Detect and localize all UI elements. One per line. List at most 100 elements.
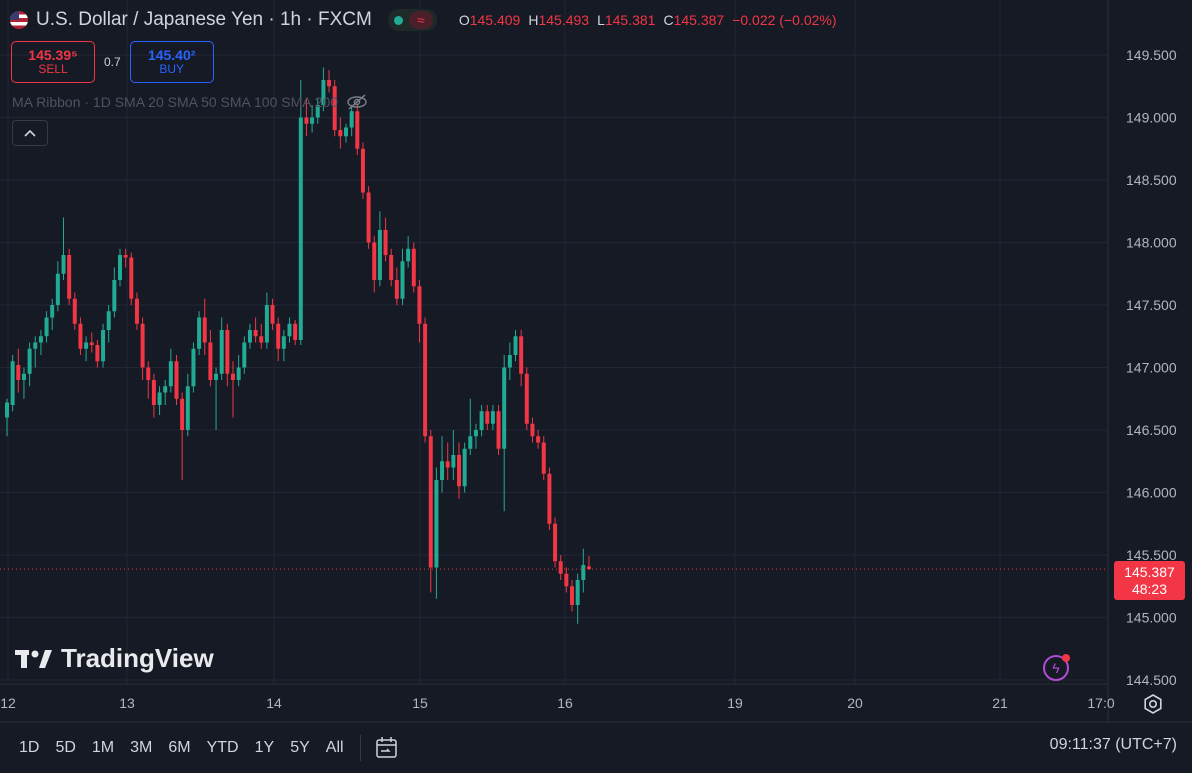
candle-body — [519, 336, 524, 374]
candle — [507, 342, 512, 380]
market-open-dot-icon — [393, 15, 403, 25]
candle — [575, 573, 580, 624]
price-axis[interactable]: 149.500 149.000 148.500 148.000 147.500 147.0… — [1126, 47, 1177, 688]
lightning-alert-icon[interactable]: ϟ — [1043, 654, 1070, 681]
candle-body — [247, 330, 252, 343]
indicator-legend[interactable]: MA Ribbon · 1D SMA 20 SMA 50 SMA 100 SMA… — [12, 93, 368, 111]
range-ytd[interactable]: YTD — [206, 738, 239, 756]
indicator-label: MA Ribbon · 1D SMA 20 SMA 50 SMA 100 SMA… — [12, 94, 339, 110]
candle-body — [377, 230, 382, 280]
candle — [372, 236, 377, 293]
candle-body — [16, 365, 21, 380]
candle-body — [21, 373, 26, 380]
buy-label: BUY — [159, 62, 185, 77]
candle-body — [185, 386, 190, 430]
candle-body — [332, 86, 337, 130]
candle — [536, 430, 541, 449]
symbol-title[interactable]: U.S. Dollar / Japanese Yen · 1h · FXCM — [36, 9, 372, 30]
go-to-date-calendar-icon[interactable] — [375, 736, 401, 760]
range-1d[interactable]: 1D — [19, 738, 40, 756]
timezone-clock[interactable]: 09:11:37 (UTC+7) — [1049, 736, 1177, 753]
candle — [332, 80, 337, 137]
candle-body — [355, 111, 360, 149]
candle — [259, 323, 264, 349]
last-price-tag: 145.387 48:23 — [1114, 561, 1185, 600]
candle-body — [118, 255, 122, 280]
eye-hidden-icon[interactable] — [346, 93, 368, 111]
candle-body — [406, 248, 411, 262]
candle — [276, 317, 281, 362]
gear-icon[interactable] — [1142, 693, 1164, 715]
candle-body — [168, 361, 173, 387]
time-axis[interactable]: 12 13 14 15 16 19 20 21 17:0 — [0, 695, 1115, 711]
candle — [564, 567, 569, 593]
range-selector: 1D 5D 1M 3M 6M YTD 1Y 5Y All — [19, 739, 344, 757]
candle — [38, 330, 43, 355]
candle — [146, 361, 151, 399]
candle-body — [264, 305, 269, 343]
candle-body — [440, 461, 445, 480]
range-3m[interactable]: 3M — [130, 738, 153, 756]
candle — [67, 248, 72, 305]
candle — [428, 430, 433, 593]
range-all[interactable]: All — [325, 738, 344, 756]
candle — [264, 292, 269, 349]
candle-body — [507, 355, 512, 368]
candle-body — [383, 230, 388, 255]
candle — [315, 98, 320, 124]
range-1m[interactable]: 1M — [91, 738, 115, 756]
candle — [225, 323, 230, 387]
candle-body — [101, 330, 106, 362]
candle-body — [304, 117, 309, 124]
price-tick-label: 148.500 — [1126, 172, 1177, 188]
candle-body — [281, 336, 286, 349]
candle-body — [44, 317, 49, 337]
range-5d[interactable]: 5D — [55, 738, 76, 756]
candle — [304, 98, 309, 137]
buy-button[interactable]: 145.40² BUY — [129, 41, 214, 83]
candle-body — [434, 480, 439, 568]
buy-price: 145.40² — [147, 46, 196, 63]
candle — [445, 442, 450, 480]
candle — [253, 317, 258, 343]
candle — [270, 298, 275, 330]
candle — [247, 323, 252, 349]
candle-body — [287, 323, 292, 337]
candle — [377, 211, 382, 287]
candle — [298, 80, 303, 345]
candle — [27, 342, 32, 387]
range-6m[interactable]: 6M — [168, 738, 191, 756]
candle-body — [123, 255, 128, 258]
candle-body — [253, 330, 258, 337]
candle-body — [112, 280, 117, 312]
candle-body — [208, 342, 213, 380]
candle — [134, 292, 139, 330]
candle-body — [38, 336, 43, 343]
candle-body — [174, 361, 179, 399]
candle-body — [553, 523, 558, 562]
range-5y[interactable]: 5Y — [290, 738, 310, 756]
sell-button[interactable]: 145.39⁵ SELL — [11, 41, 95, 83]
candle-body — [231, 373, 235, 380]
tradingview-logo[interactable]: TradingView — [15, 643, 214, 674]
candle — [338, 117, 343, 149]
candle-body — [394, 280, 399, 299]
range-1y[interactable]: 1Y — [254, 738, 275, 756]
candle-body — [219, 330, 224, 374]
collapse-legend-button[interactable] — [12, 120, 48, 146]
candle — [214, 367, 219, 430]
candle-body — [310, 117, 315, 124]
candle-body — [293, 323, 298, 340]
candle-body — [180, 398, 185, 430]
candle — [236, 355, 241, 387]
candle-body — [270, 305, 275, 324]
candle-series — [5, 67, 591, 624]
time-tick-label: 17:0 — [1087, 695, 1114, 711]
market-status[interactable]: ≈ — [387, 9, 437, 31]
price-tick-label: 146.000 — [1126, 485, 1177, 501]
candle-body — [389, 255, 394, 280]
candle-body — [468, 436, 473, 449]
candle — [524, 367, 529, 430]
candle-body — [462, 448, 467, 487]
